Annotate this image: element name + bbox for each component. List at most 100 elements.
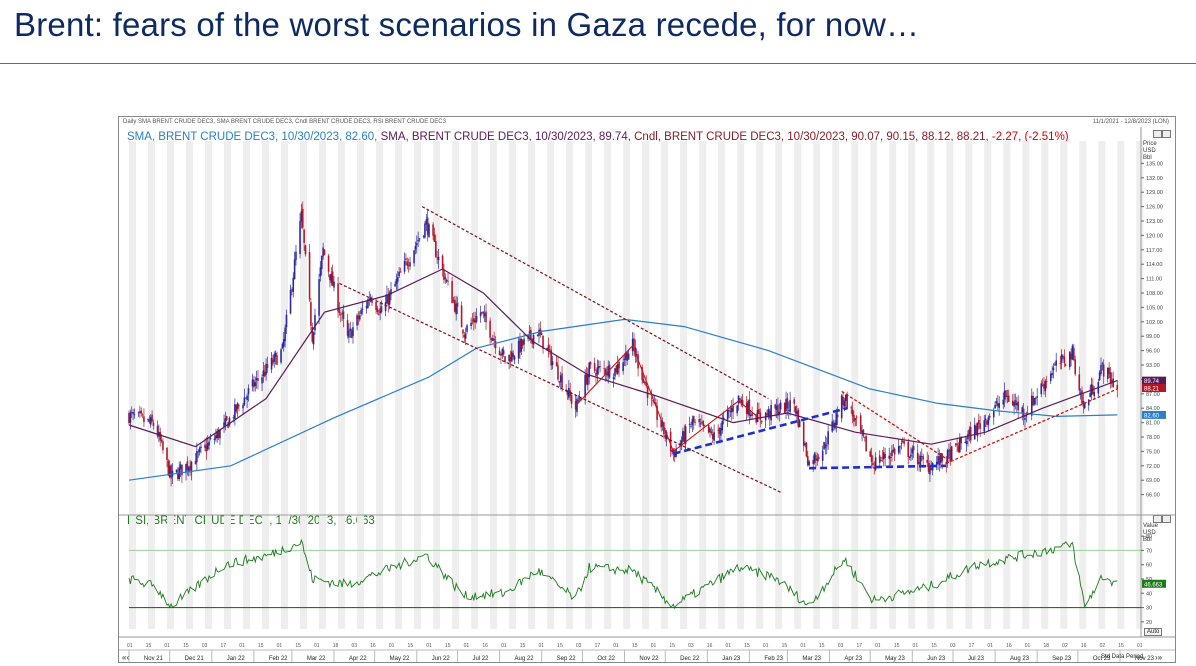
candle-body: [466, 325, 468, 332]
candle-body: [232, 417, 235, 419]
candle-body: [349, 328, 352, 331]
candle-body: [774, 404, 776, 409]
candle-body: [558, 381, 561, 383]
stripe: [832, 141, 840, 629]
candle-body: [805, 442, 808, 457]
candle-body: [1060, 354, 1063, 363]
candle-body: [137, 412, 140, 414]
stripe: [661, 141, 669, 629]
candle-body: [523, 338, 525, 345]
candle-body: [912, 446, 915, 451]
month-label: Jul 22: [472, 656, 489, 662]
candle-body: [198, 448, 201, 453]
candle-body: [721, 421, 724, 431]
rsi-axis-title-line2: USD: [1143, 530, 1156, 536]
candle-body: [984, 418, 987, 421]
candle-body: [551, 361, 554, 365]
candle-body: [1016, 403, 1018, 406]
candle-body: [808, 461, 810, 466]
candle-body: [641, 367, 643, 380]
candle-body: [813, 453, 816, 463]
candle-body: [417, 240, 419, 242]
stripe: [300, 141, 308, 629]
scroll-left-button[interactable]: «‹: [122, 653, 130, 662]
price-tick-label: 84.00: [1146, 406, 1160, 412]
candle-body: [997, 403, 999, 407]
price-tick-label: 66.00: [1146, 493, 1160, 499]
price-tick-label: 87.00: [1146, 392, 1160, 398]
candle-body: [825, 445, 828, 447]
candle-body: [200, 446, 202, 448]
candle-body: [850, 407, 853, 409]
candle-body: [870, 454, 873, 462]
candle-body: [170, 465, 172, 479]
day-label: 01: [987, 643, 993, 649]
candle-body: [701, 422, 703, 424]
day-label: 03: [576, 643, 582, 649]
candle-body: [1002, 399, 1005, 405]
auto-button[interactable]: Auto: [1144, 628, 1163, 636]
candle-body: [739, 398, 741, 400]
candle-body: [988, 415, 991, 418]
candle-body: [815, 455, 817, 461]
candle-body: [998, 403, 1000, 408]
candle-body: [365, 305, 368, 309]
price-tick-label: 132.00: [1146, 176, 1163, 182]
candle-body: [311, 326, 314, 342]
candle-body: [728, 410, 730, 412]
candle-body: [645, 382, 648, 386]
day-label: 15: [408, 643, 414, 649]
candle-body: [206, 443, 209, 450]
candle-body: [1011, 400, 1014, 406]
candle-body: [265, 363, 267, 375]
candle-body: [869, 451, 872, 457]
sma-long-line: [128, 268, 1118, 448]
candle-body: [390, 289, 392, 295]
stripe: [243, 141, 251, 629]
candle-body: [756, 409, 759, 422]
day-label: 01: [726, 643, 732, 649]
candle-body: [855, 416, 858, 418]
slide-title: Brent: fears of the worst scenarios in G…: [14, 6, 920, 43]
month-label: Jan 23: [722, 656, 741, 662]
price-pane-close-button[interactable]: [1162, 130, 1171, 138]
price-pane-minimize-button[interactable]: [1153, 130, 1162, 138]
candle-body: [908, 456, 911, 459]
scroll-right-button[interactable]: ›»: [1155, 653, 1163, 662]
background-stripes: [129, 141, 1144, 629]
stripe: [737, 141, 745, 629]
candle-body: [938, 456, 941, 465]
candle-body: [437, 256, 440, 261]
candle-body: [481, 311, 483, 313]
candle-body: [521, 340, 524, 346]
candle-body: [360, 310, 362, 314]
candle-body: [1032, 396, 1034, 406]
candle-body: [292, 277, 295, 292]
candle-body: [680, 440, 683, 447]
candle-body: [702, 420, 705, 426]
candle-body: [1006, 396, 1009, 397]
candle-body: [978, 419, 980, 424]
candle-body: [907, 441, 910, 458]
candle-body: [1051, 372, 1053, 375]
candle-body: [149, 417, 152, 425]
day-label: 01: [538, 643, 544, 649]
candle-body: [861, 430, 863, 433]
candle-body: [1112, 378, 1115, 387]
candle-body: [361, 308, 364, 310]
candle-body: [550, 350, 552, 366]
candle-body: [387, 295, 390, 305]
candle-body: [1074, 359, 1076, 375]
candle-body: [213, 438, 216, 441]
candle-body: [824, 443, 827, 449]
candle-body: [139, 411, 141, 413]
blue-trend-line: [673, 406, 848, 456]
candle-body: [1098, 372, 1101, 380]
candle-body: [622, 362, 624, 372]
candle-body: [426, 217, 429, 235]
candle-body: [338, 309, 341, 313]
candle-body: [187, 467, 190, 472]
candle-body: [549, 349, 551, 350]
candle-body: [489, 320, 491, 338]
candle-body: [156, 425, 159, 437]
